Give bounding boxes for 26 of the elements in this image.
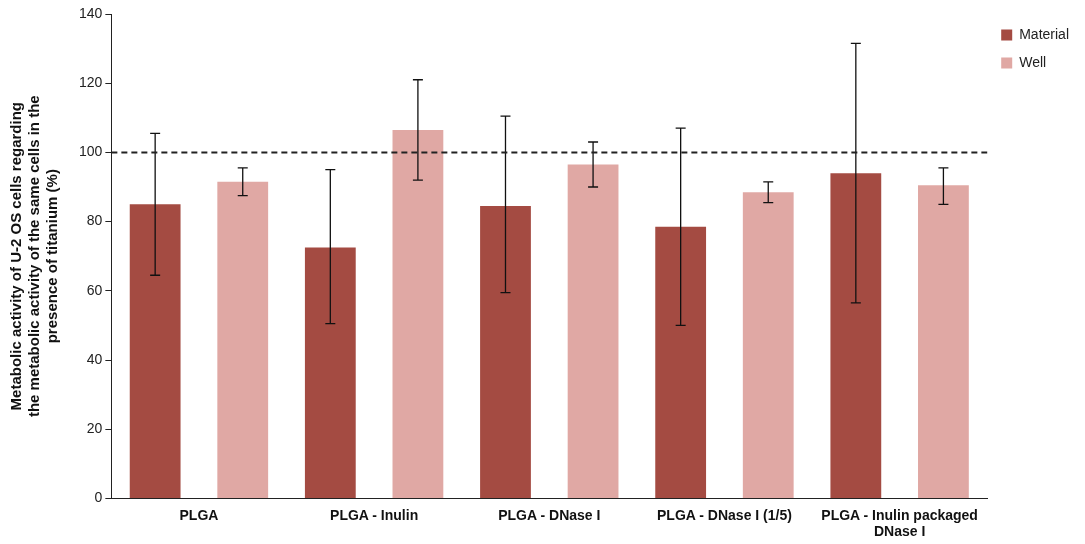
y-tick-label: 60 bbox=[86, 281, 103, 298]
x-tick-label: PLGA - Inulin bbox=[330, 506, 419, 523]
bar bbox=[304, 247, 356, 498]
bar bbox=[742, 192, 794, 498]
y-tick-label: 0 bbox=[94, 489, 103, 506]
legend-label: Well bbox=[1019, 53, 1047, 70]
x-tick-label: PLGA - DNase I bbox=[498, 506, 601, 523]
y-tick-label: 100 bbox=[79, 143, 103, 160]
bar bbox=[655, 226, 707, 498]
bar bbox=[392, 129, 444, 498]
x-tick-label: PLGA - DNase I (1/5) bbox=[657, 506, 792, 523]
y-tick-label: 80 bbox=[86, 212, 103, 229]
x-tick-label: PLGA - Inulin packaged DNase I bbox=[821, 506, 978, 540]
bar bbox=[217, 181, 269, 498]
y-tick-label: 20 bbox=[86, 420, 103, 437]
legend-label: Material bbox=[1019, 25, 1069, 42]
bar bbox=[480, 206, 531, 498]
bar bbox=[830, 173, 882, 498]
bar bbox=[918, 185, 969, 498]
y-tick-label: 140 bbox=[79, 4, 103, 21]
y-axis-title: Metabolic activity of U-2 OS cells regarding the metabolic activity of the same cells in the presence of titanium (%) bbox=[7, 95, 61, 418]
y-tick-label: 40 bbox=[86, 350, 103, 367]
bar bbox=[129, 204, 181, 498]
bar bbox=[567, 164, 619, 498]
x-tick-label: PLGA bbox=[179, 506, 219, 523]
y-tick-label: 120 bbox=[79, 74, 103, 91]
